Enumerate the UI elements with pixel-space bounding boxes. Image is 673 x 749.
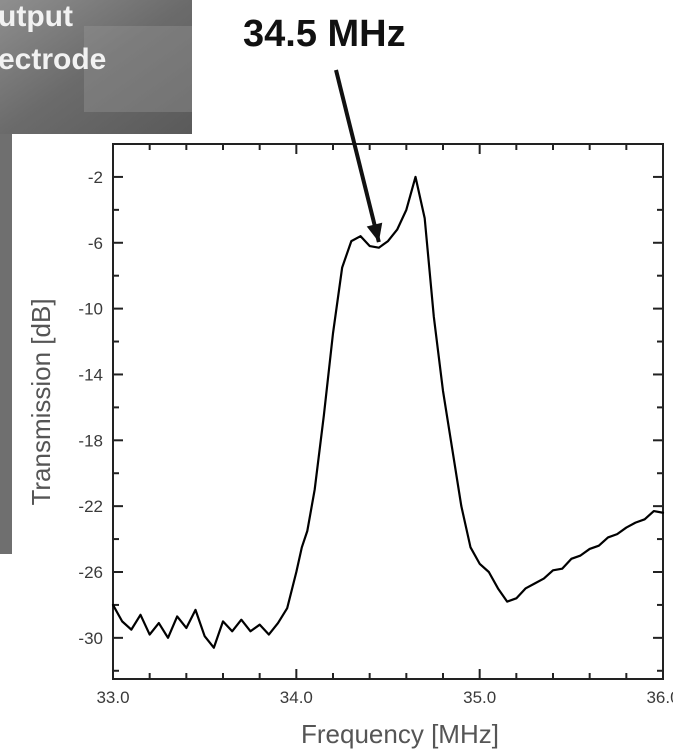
x-axis-tick-labels: 33.0 34.0 35.0 36.0	[96, 688, 673, 707]
inset-label-line-2: ectrode	[0, 43, 106, 76]
y-tick-label: -2	[88, 168, 103, 187]
electrode-photo: utput ectrode	[0, 0, 192, 554]
x-tick-label: 33.0	[96, 688, 129, 707]
x-tick-label: 34.0	[280, 688, 313, 707]
x-axis-title: Frequency [MHz]	[301, 719, 499, 749]
photo-structure	[84, 26, 192, 112]
y-axis-title: Transmission [dB]	[26, 298, 56, 505]
frequency-annotation: 34.5 MHz	[243, 13, 406, 243]
inset-label-line-1: utput	[0, 0, 73, 33]
x-tick-label: 35.0	[463, 688, 496, 707]
plot-frame	[112, 143, 664, 680]
y-tick-label: -14	[78, 365, 103, 384]
photo-left-strip	[0, 134, 12, 554]
y-tick-label: -6	[88, 234, 103, 253]
x-axis-ticks	[112, 144, 664, 679]
y-tick-label: -18	[78, 431, 103, 450]
y-axis-tick-labels: -2 -6 -10 -14 -18 -22 -26 -30	[78, 168, 103, 648]
y-tick-label: -10	[78, 300, 103, 319]
photo-top	[0, 0, 192, 134]
y-axis-ticks	[113, 175, 663, 672]
x-tick-label: 36.0	[646, 688, 673, 707]
annotation-arrow	[334, 69, 381, 243]
annotation-arrowhead	[366, 222, 383, 243]
y-tick-label: -30	[78, 629, 103, 648]
annotation-label: 34.5 MHz	[243, 13, 406, 55]
transmission-series-line	[111, 175, 665, 649]
y-tick-label: -26	[78, 563, 103, 582]
y-tick-label: -22	[78, 497, 103, 516]
